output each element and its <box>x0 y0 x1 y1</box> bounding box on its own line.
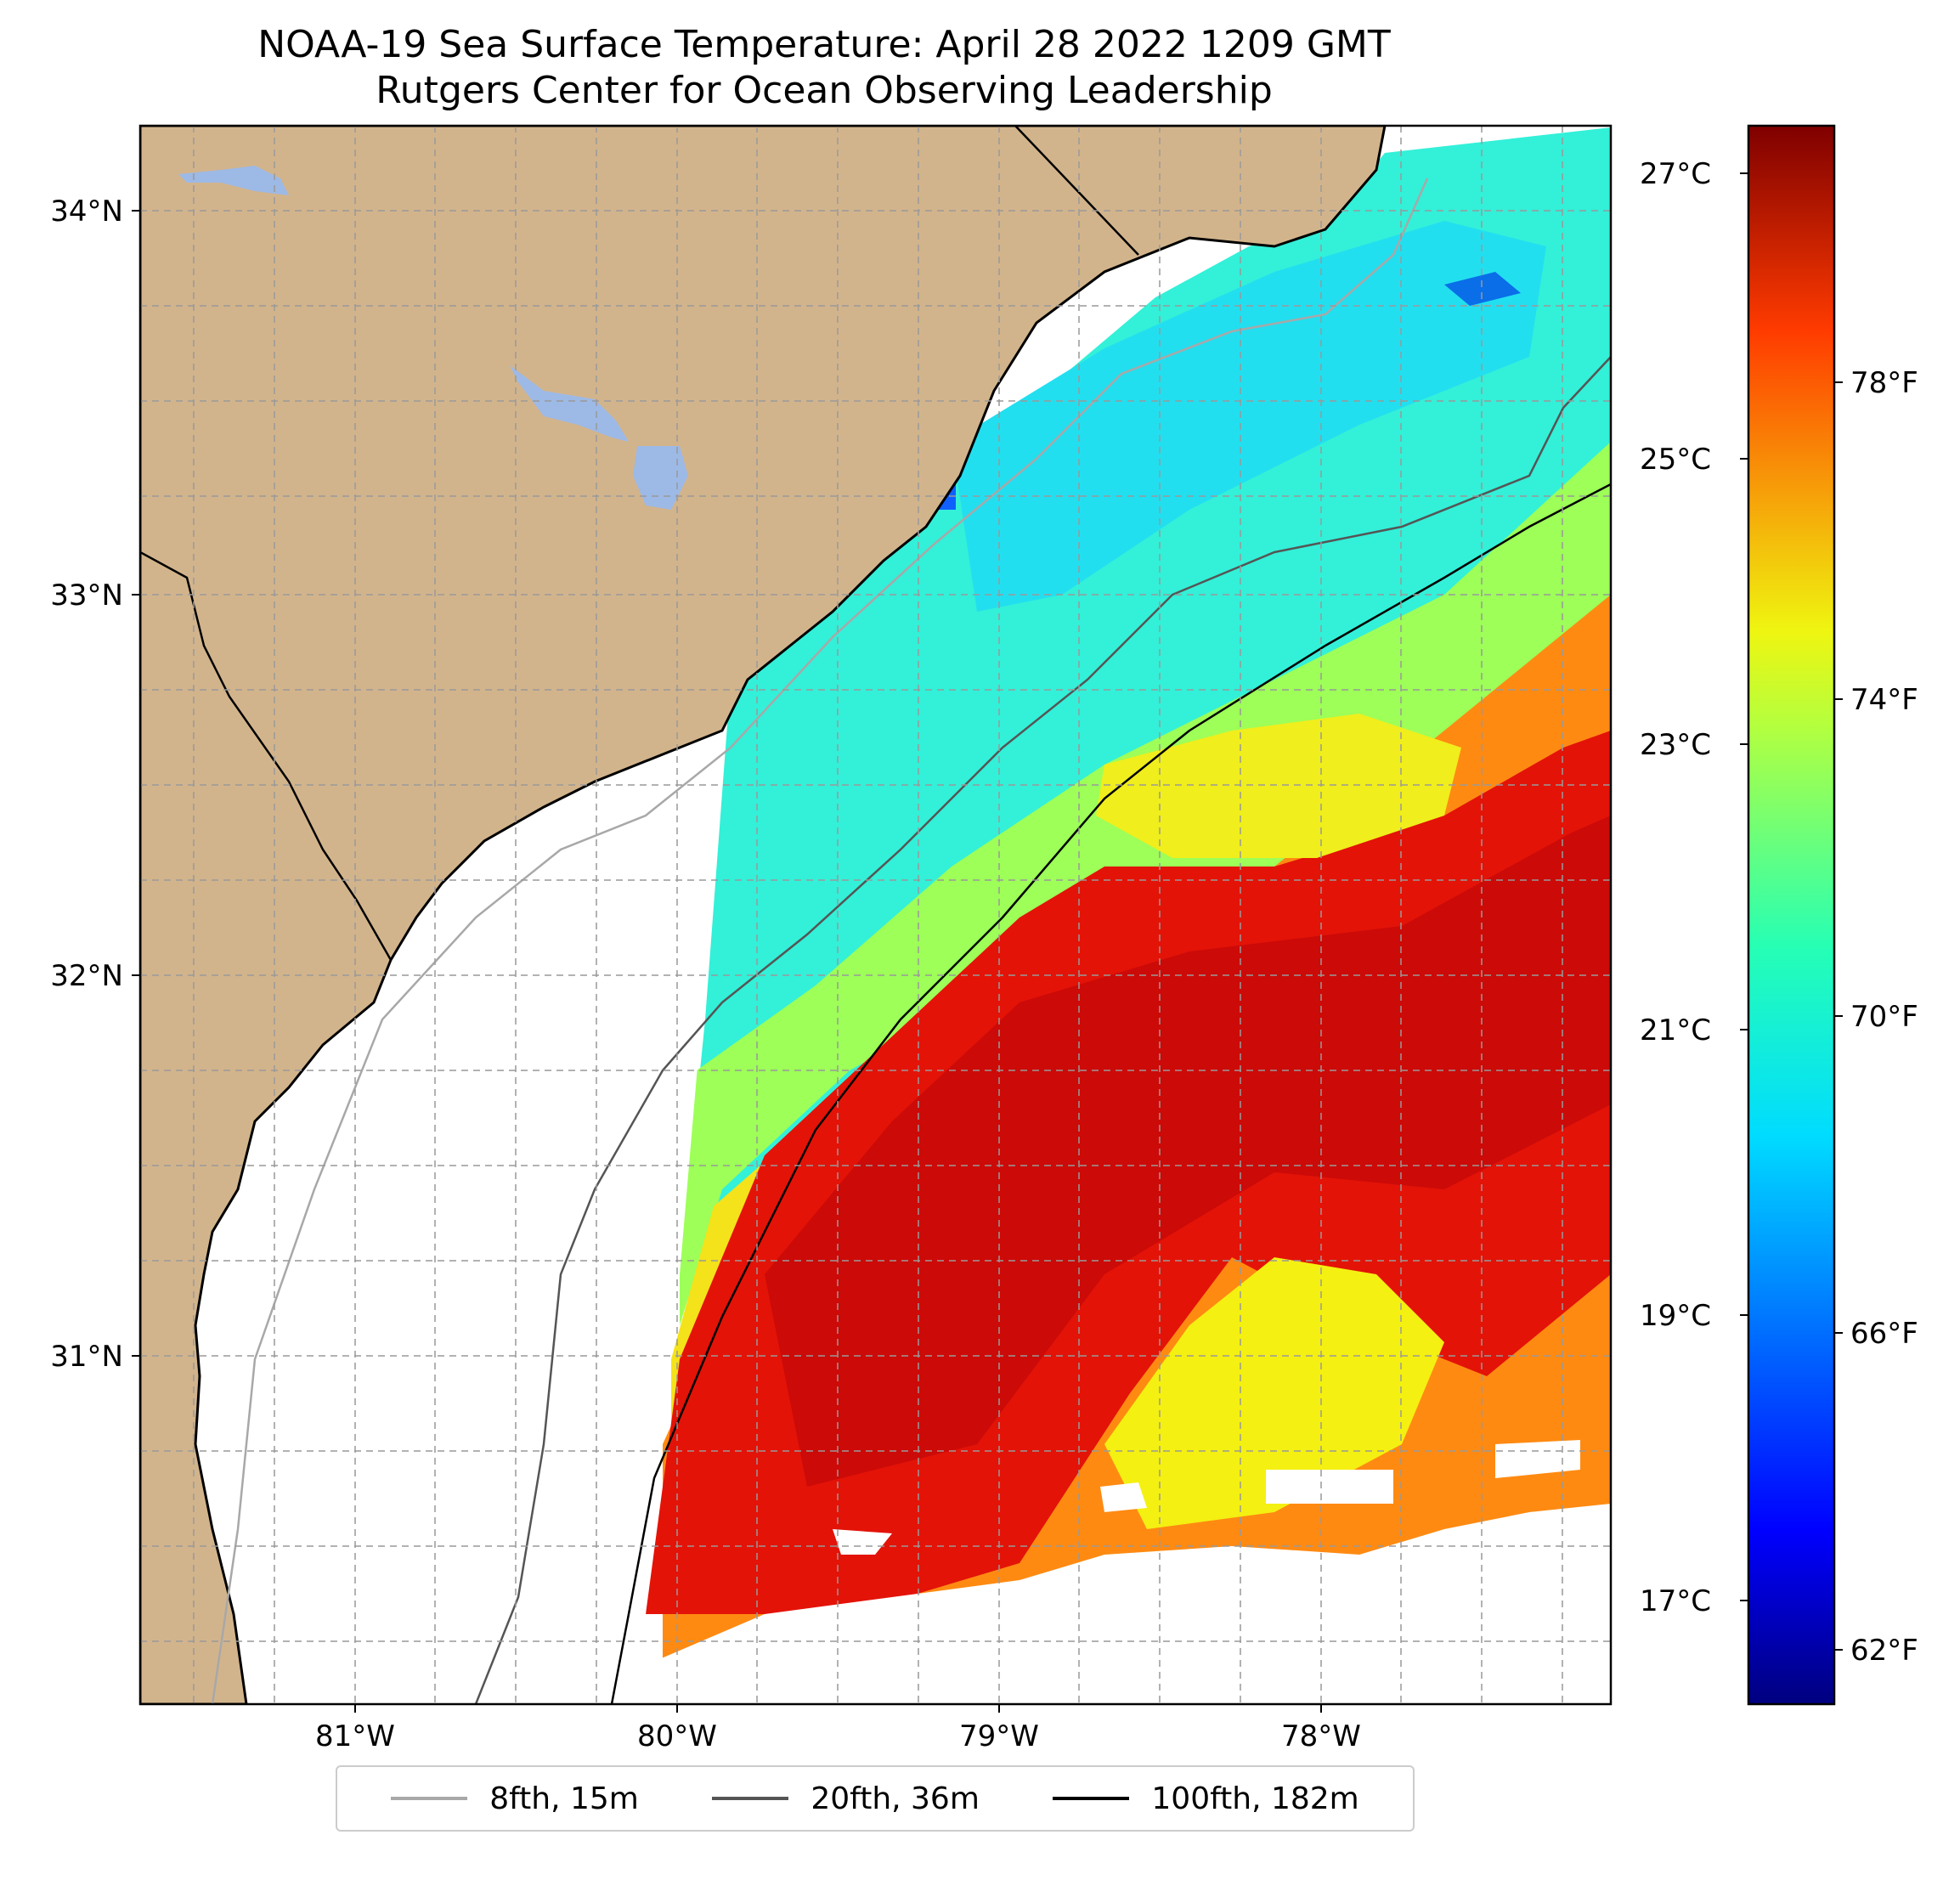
sst-gulfstream-inner <box>765 816 1611 1487</box>
celsius-tick-label: 23°C <box>1640 728 1711 762</box>
legend-label: 100fth, 182m <box>1151 1781 1359 1816</box>
lon-tick-label: 79°W <box>959 1719 1039 1753</box>
gridlines <box>140 126 1611 1704</box>
lake-marion <box>510 365 629 442</box>
celsius-tick-label: 25°C <box>1640 443 1711 477</box>
colorbar-gradient <box>1747 124 1836 1706</box>
sst-yellow-eddy-1 <box>1096 714 1461 858</box>
state-border-sc-ga <box>140 550 393 961</box>
isobath-20fth <box>474 356 1611 1704</box>
fahrenheit-tick-label: 74°F <box>1850 683 1918 717</box>
map-frame <box>138 124 1613 1706</box>
lat-tick-label: 34°N <box>50 195 123 229</box>
isobath-8fth <box>211 178 1429 1704</box>
land-mass <box>140 126 1387 1704</box>
sst-blue-spot <box>1444 272 1521 306</box>
sst-cyan-patch <box>952 221 1546 612</box>
legend-item-100fth: 100fth, 182m <box>1053 1781 1359 1816</box>
lon-tick-label: 81°W <box>315 1719 395 1753</box>
celsius-tick-label: 21°C <box>1640 1013 1711 1047</box>
cloud-gap-south <box>646 1504 1611 1704</box>
lake-moultrie <box>633 446 688 510</box>
fahrenheit-tick-label: 78°F <box>1850 366 1918 400</box>
fahrenheit-tick-label: 62°F <box>1850 1634 1918 1668</box>
legend-item-20fth: 20fth, 36m <box>712 1781 980 1816</box>
lat-tick-label: 33°N <box>50 579 123 613</box>
lat-axis: 34°N 33°N 32°N 31°N <box>50 195 140 1374</box>
state-border-nc-sc <box>1014 126 1139 256</box>
legend-swatch <box>712 1797 789 1800</box>
fahrenheit-tick-label: 70°F <box>1850 1000 1918 1034</box>
celsius-tick-label: 27°C <box>1640 157 1711 191</box>
isobath-legend: 8fth, 15m 20fth, 36m 100fth, 182m <box>336 1765 1415 1832</box>
legend-label: 20fth, 36m <box>811 1781 980 1816</box>
map-title: NOAA-19 Sea Surface Temperature: April 2… <box>257 23 1391 66</box>
celsius-tick-label: 19°C <box>1640 1299 1711 1333</box>
lon-axis: 81°W 80°W 79°W 78°W <box>315 1704 1361 1753</box>
lake-north <box>178 166 289 195</box>
colorbar: 27°C 25°C 23°C 21°C 19°C 17°C 78°F 74°F … <box>1640 124 1918 1706</box>
sst-field <box>140 126 1611 1704</box>
cloud-gap-2 <box>1266 1470 1393 1504</box>
fahrenheit-tick-label: 66°F <box>1850 1317 1918 1351</box>
lat-tick-label: 32°N <box>50 959 123 993</box>
legend-label: 8fth, 15m <box>489 1781 639 1816</box>
isobath-100fth <box>610 483 1611 1704</box>
cloud-gap-4 <box>833 1529 892 1555</box>
legend-item-8fth: 8fth, 15m <box>391 1781 639 1816</box>
legend-swatch <box>1053 1797 1130 1800</box>
sst-yellow-eddy-2 <box>1104 1257 1444 1529</box>
map-subtitle: Rutgers Center for Ocean Observing Leade… <box>376 69 1273 112</box>
cloud-gap-1 <box>1100 1482 1147 1512</box>
lon-tick-label: 80°W <box>637 1719 717 1753</box>
legend-swatch <box>391 1797 468 1800</box>
lon-tick-label: 78°W <box>1281 1719 1361 1753</box>
celsius-tick-label: 17°C <box>1640 1584 1711 1618</box>
lat-tick-label: 31°N <box>50 1340 123 1374</box>
cloud-gap-3 <box>1495 1440 1580 1478</box>
